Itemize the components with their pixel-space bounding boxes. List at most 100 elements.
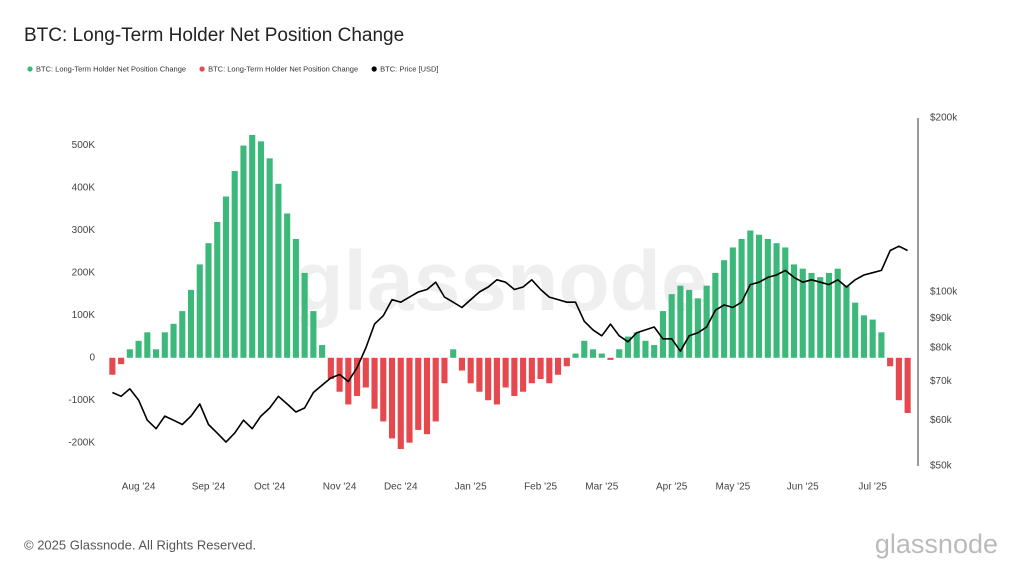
bar xyxy=(275,183,282,358)
x-tick-label: Feb '25 xyxy=(524,482,557,493)
bar xyxy=(144,332,151,358)
bar xyxy=(406,357,413,443)
bar xyxy=(869,319,876,358)
bar xyxy=(895,357,902,401)
bar xyxy=(799,268,806,358)
y-tick-label: 500K xyxy=(72,140,96,151)
y-tick-label: 0 xyxy=(89,352,95,363)
bar xyxy=(371,357,378,409)
bar xyxy=(808,272,815,358)
bar xyxy=(834,268,841,358)
x-tick-label: Oct '24 xyxy=(254,482,286,493)
x-tick-label: Mar '25 xyxy=(585,482,618,493)
bar xyxy=(659,311,666,358)
bar xyxy=(703,285,710,358)
bar xyxy=(388,357,396,439)
x-tick-label: Jun '25 xyxy=(787,482,819,493)
y2-tick-label: $70k xyxy=(930,376,953,387)
x-tick-label: Jul '25 xyxy=(858,482,887,493)
legend-swatch xyxy=(371,66,377,72)
bar xyxy=(214,221,221,358)
bar xyxy=(633,332,640,358)
bar xyxy=(231,171,238,358)
bar xyxy=(292,238,299,358)
bar xyxy=(616,349,623,358)
bar xyxy=(651,345,658,358)
bar xyxy=(380,357,387,422)
bar xyxy=(467,357,474,384)
bar xyxy=(126,349,133,358)
legend-label: BTC: Long-Term Holder Net Position Chang… xyxy=(36,64,186,73)
bar xyxy=(581,340,588,358)
bar xyxy=(266,158,273,358)
bar xyxy=(860,315,867,358)
bar xyxy=(887,357,894,367)
x-tick-label: Sep '24 xyxy=(192,482,226,493)
bar xyxy=(170,323,177,358)
bar xyxy=(327,357,334,379)
bar xyxy=(721,260,728,358)
x-tick-label: May '25 xyxy=(715,482,750,493)
bar xyxy=(747,230,754,358)
y-tick-label: 300K xyxy=(72,225,96,236)
bar xyxy=(694,298,701,358)
legend-swatch xyxy=(27,66,33,72)
bar xyxy=(153,349,160,358)
y-tick-label: 100K xyxy=(72,310,96,321)
bar xyxy=(878,332,885,358)
x-tick-label: Aug '24 xyxy=(122,482,156,493)
y-tick-label: 200K xyxy=(72,268,96,279)
bar xyxy=(686,289,693,358)
bar xyxy=(790,264,798,358)
bar xyxy=(432,357,439,422)
bar xyxy=(179,311,186,358)
bar xyxy=(520,357,527,392)
y2-tick-label: $200k xyxy=(930,113,958,124)
bar xyxy=(423,357,431,435)
bar xyxy=(738,238,745,358)
bar xyxy=(852,302,859,358)
bar xyxy=(205,243,212,358)
x-tick-label: Apr '25 xyxy=(656,482,688,493)
bar xyxy=(161,332,168,358)
footer: © 2025 Glassnode. All Rights Reserved. xyxy=(24,537,256,552)
bar xyxy=(284,213,291,358)
bar xyxy=(118,357,125,365)
bar xyxy=(187,289,195,358)
chart-title: BTC: Long-Term Holder Net Position Chang… xyxy=(24,25,404,46)
bar xyxy=(257,141,264,358)
bar xyxy=(712,272,719,358)
x-tick-label: Jan '25 xyxy=(455,482,487,493)
bar xyxy=(511,357,518,396)
bar xyxy=(397,357,404,450)
y2-tick-label: $50k xyxy=(930,461,953,472)
bar xyxy=(598,353,605,358)
bar xyxy=(729,247,736,358)
legend-label: BTC: Price [USD] xyxy=(380,64,438,73)
legend-swatch xyxy=(199,66,205,72)
bar xyxy=(817,277,824,358)
bar xyxy=(222,196,230,358)
bar xyxy=(756,234,763,358)
bar xyxy=(572,353,579,358)
x-tick-label: Nov '24 xyxy=(323,482,357,493)
bar xyxy=(546,357,553,384)
bar xyxy=(240,145,247,358)
bar xyxy=(354,357,361,396)
bar xyxy=(528,357,535,384)
bar xyxy=(589,349,597,358)
bar xyxy=(764,238,771,358)
bar xyxy=(476,357,483,392)
bar xyxy=(135,340,142,358)
bar xyxy=(450,349,457,358)
y2-tick-label: $90k xyxy=(930,313,953,324)
bar xyxy=(904,357,911,413)
bar xyxy=(825,272,833,358)
logo: glassnode xyxy=(875,529,998,559)
bar xyxy=(843,285,850,358)
x-tick-label: Dec '24 xyxy=(384,482,418,493)
y-tick-label: -200K xyxy=(68,437,95,448)
bar xyxy=(196,264,203,358)
bar xyxy=(493,357,500,405)
